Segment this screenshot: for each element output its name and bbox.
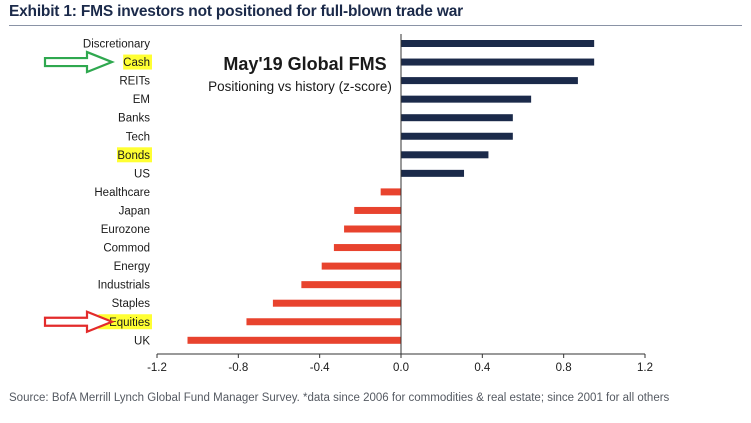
bar-em [401,95,532,103]
category-label-uk: UK [134,335,150,347]
bar-equities [246,318,401,326]
category-label-banks: Banks [118,113,150,125]
category-label-japan: Japan [119,205,150,217]
bar-us [401,169,465,177]
category-label-us: US [134,168,150,180]
bar-discretionary [401,40,595,47]
x-tick-label: 1.2 [637,362,653,374]
bar-energy [321,262,401,270]
category-label-discretionary: Discretionary [83,39,150,51]
chart-title: May'19 Global FMS [223,54,386,74]
category-label-industrials: Industrials [98,280,151,292]
chart-subtitle: Positioning vs history (z-score) [208,79,392,94]
x-axis: -1.2 -0.8 -0.4 0.0 0.4 0.8 1.2 [147,34,653,374]
highlight-cash [123,54,152,70]
bar-bonds [401,151,489,159]
category-label-cash: Cash [123,57,150,69]
category-label-eurozone: Eurozone [101,224,150,236]
bar-series [187,40,595,344]
exhibit-title: Exhibit 1: FMS investors not positioned … [9,3,463,20]
source-note: Source: BofA Merrill Lynch Global Fund M… [9,392,670,404]
bar-cash [401,58,595,66]
x-tick-label: -0.4 [310,362,330,374]
bar-industrials [301,281,401,289]
bar-banks [401,114,513,122]
category-label-energy: Energy [114,261,151,273]
bar-staples [272,299,401,307]
annotation-arrows [43,50,115,334]
arrow-equities [43,310,115,334]
bar-eurozone [344,225,401,233]
bar-healthcare [380,188,401,196]
category-label-staples: Staples [112,298,151,310]
x-tick-label: 0.8 [556,362,572,374]
category-label-em: EM [133,94,150,106]
x-tick-label: -0.8 [228,362,248,374]
highlight-equities [98,314,152,330]
x-tick-label: 0.0 [393,362,409,374]
bar-commod [333,244,401,252]
title-divider [9,25,742,26]
category-labels: Discretionary Cash REITs EM Banks Tech Bonds US… [83,39,150,348]
x-tick-label: 0.4 [474,362,491,374]
bar-japan [354,206,401,214]
bar-tech [401,132,513,140]
category-label-tech: Tech [126,131,150,143]
arrow-cash [43,50,115,74]
category-highlights [98,54,152,330]
bar-uk [187,336,401,344]
x-tick-label: -1.2 [147,362,167,374]
category-label-healthcare: Healthcare [94,187,150,199]
category-label-equities: Equities [109,317,150,329]
category-label-commod: Commod [103,243,150,255]
category-label-reits: REITs [119,76,150,88]
category-label-bonds: Bonds [117,150,150,162]
bar-reits [401,77,578,85]
highlight-bonds [117,147,152,163]
